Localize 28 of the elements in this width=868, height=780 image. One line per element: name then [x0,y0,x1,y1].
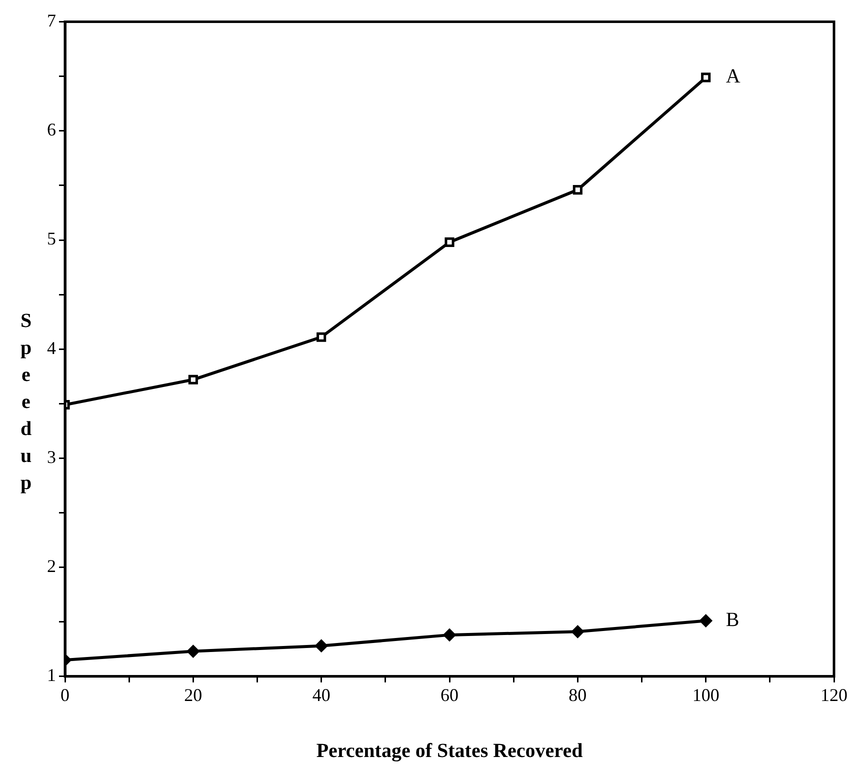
y-tick-label: 7 [47,10,56,31]
series-label: B [726,609,740,632]
point [188,374,198,384]
x-tick-label: 80 [568,684,587,705]
x-tick-label: 100 [692,684,720,705]
y-tick-label: 4 [47,338,56,358]
point [572,185,582,195]
point [316,332,326,342]
point [701,72,711,82]
point [444,237,454,247]
x-tick-label: 120 [820,684,848,705]
y-tick-label: 6 [47,120,56,140]
point [443,628,456,642]
y-tick-label: 2 [47,556,56,576]
y-axis-title: Speedup [20,309,32,496]
x-tick-label: 60 [440,684,458,705]
point [314,639,328,652]
x-axis-title: Percentage of States Recovered [316,740,583,762]
y-tick-label: 3 [47,446,56,467]
x-tick-label: 20 [184,684,202,705]
y-tick-label: 5 [47,228,56,249]
point [186,644,200,658]
y-tick-label: 1 [47,665,56,686]
series-label: A [726,66,741,88]
x-tick-label: 0 [60,684,70,705]
point [699,614,712,628]
point [571,625,584,638]
x-tick-label: 40 [312,684,330,705]
